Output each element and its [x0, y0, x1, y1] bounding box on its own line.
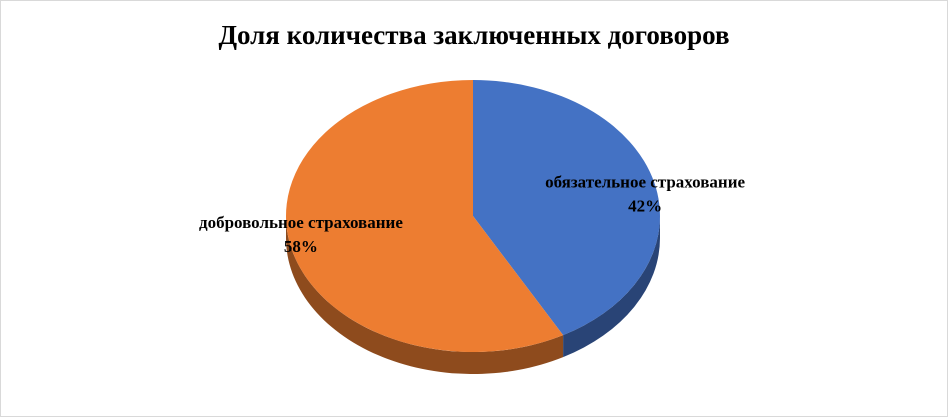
slice-value-label: 42% [628, 197, 662, 216]
slice-label: обязательное страхование [545, 173, 745, 192]
pie-side [286, 216, 564, 374]
slice-value-label: 58% [284, 237, 318, 256]
pie-slice [473, 80, 661, 336]
pie-side [563, 216, 660, 358]
chart-title: Доля количества заключенных договоров [218, 20, 729, 50]
pie-slice [286, 80, 564, 353]
slice-label: добровольное страхование [199, 213, 403, 232]
